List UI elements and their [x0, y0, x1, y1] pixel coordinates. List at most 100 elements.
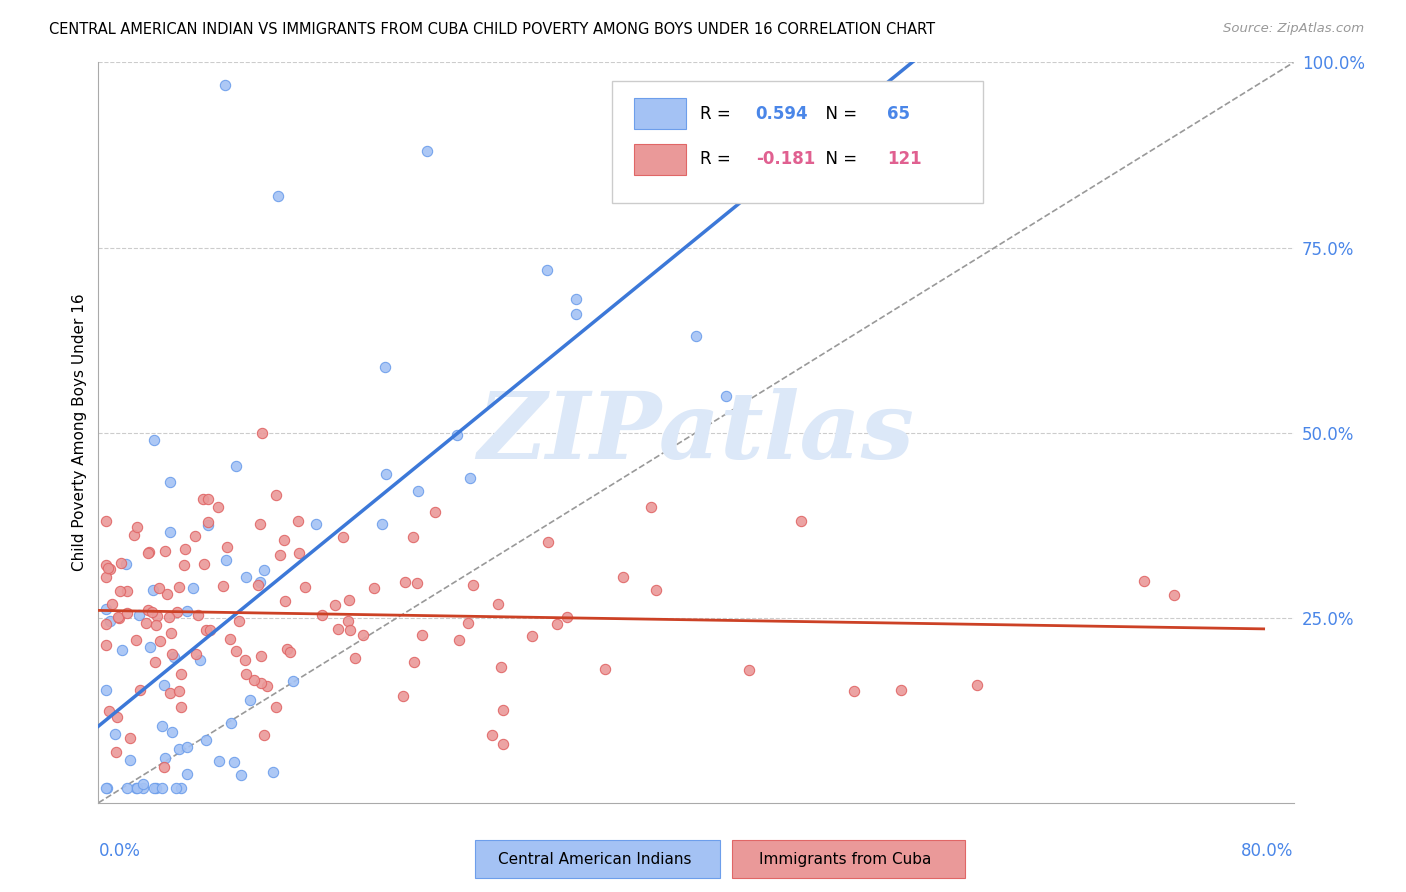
Point — [212, 579, 235, 593]
Point — [408, 484, 430, 499]
Point — [153, 678, 176, 692]
Point — [243, 673, 266, 687]
Point — [207, 500, 229, 514]
Point — [447, 632, 470, 647]
Text: 0.0%: 0.0% — [98, 842, 141, 860]
Point — [738, 663, 761, 677]
Point — [153, 759, 176, 773]
Point — [136, 602, 159, 616]
Point — [235, 570, 257, 584]
Point — [107, 611, 129, 625]
FancyBboxPatch shape — [634, 144, 686, 175]
Point — [118, 731, 141, 746]
Point — [170, 667, 193, 681]
Point — [225, 459, 247, 474]
Point — [100, 598, 122, 612]
Point — [135, 616, 157, 631]
Point — [94, 602, 117, 616]
Point — [105, 710, 128, 724]
Point — [160, 724, 183, 739]
Point — [323, 598, 346, 612]
Text: N =: N = — [815, 150, 863, 168]
Point — [1133, 574, 1156, 588]
Point — [163, 650, 186, 665]
Text: Central American Indians: Central American Indians — [498, 852, 692, 866]
Point — [194, 623, 217, 637]
Point — [374, 467, 396, 482]
Point — [305, 517, 328, 532]
Point — [128, 683, 150, 698]
Point — [159, 524, 181, 539]
Point — [339, 592, 361, 607]
Point — [167, 683, 190, 698]
Point — [612, 570, 634, 584]
Point — [363, 582, 385, 596]
FancyBboxPatch shape — [475, 840, 720, 879]
Point — [546, 617, 568, 632]
Point — [228, 614, 250, 628]
Point — [458, 471, 481, 485]
Point — [685, 329, 707, 343]
Point — [110, 557, 132, 571]
Point — [890, 683, 912, 698]
Point — [249, 574, 271, 589]
Point — [98, 562, 121, 576]
Point — [332, 530, 354, 544]
Point — [339, 623, 361, 637]
Text: -0.181: -0.181 — [756, 150, 815, 168]
Point — [184, 529, 207, 543]
Point — [176, 767, 198, 781]
Point — [186, 608, 208, 623]
Point — [273, 593, 295, 607]
Point — [219, 716, 242, 731]
Point — [789, 515, 811, 529]
Point — [489, 660, 512, 674]
Point — [159, 626, 181, 640]
Point — [287, 546, 309, 560]
Point — [94, 570, 117, 584]
Point — [219, 632, 242, 646]
Point — [141, 605, 163, 619]
Text: ZIPatlas: ZIPatlas — [478, 388, 914, 477]
Point — [153, 543, 176, 558]
Point — [94, 514, 117, 528]
Point — [404, 655, 426, 669]
Point — [537, 535, 560, 549]
Point — [138, 545, 160, 559]
Point — [159, 475, 181, 489]
Point — [97, 561, 120, 575]
Point — [173, 541, 195, 556]
Point — [118, 753, 141, 767]
Point — [143, 655, 166, 669]
FancyBboxPatch shape — [733, 840, 965, 879]
Point — [142, 780, 165, 795]
Text: 80.0%: 80.0% — [1241, 842, 1294, 860]
Point — [188, 653, 211, 667]
Point — [143, 433, 166, 447]
Point — [555, 610, 578, 624]
Point — [405, 576, 427, 591]
Point — [125, 780, 148, 795]
Point — [250, 425, 273, 440]
Text: Immigrants from Cuba: Immigrants from Cuba — [759, 852, 932, 866]
Point — [492, 737, 515, 751]
Point — [337, 615, 360, 629]
Point — [253, 563, 276, 577]
Point — [565, 307, 588, 321]
Point — [98, 614, 121, 628]
Point — [1163, 589, 1185, 603]
Point — [217, 540, 239, 554]
Text: R =: R = — [700, 150, 735, 168]
Point — [536, 262, 558, 277]
Point — [115, 780, 138, 795]
Text: R =: R = — [700, 104, 735, 122]
Point — [159, 686, 181, 700]
Point — [125, 520, 148, 534]
Point — [842, 684, 865, 698]
Point — [107, 610, 129, 624]
Point — [370, 516, 392, 531]
Point — [457, 616, 479, 631]
Point — [239, 693, 262, 707]
Point — [115, 607, 138, 621]
Point — [191, 492, 214, 507]
